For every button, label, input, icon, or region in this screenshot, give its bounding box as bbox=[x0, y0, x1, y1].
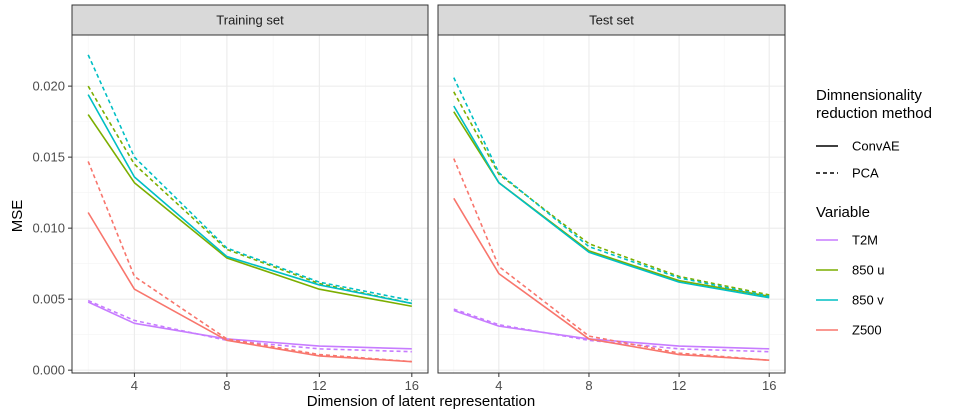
y-axis: 0.000 0.005 0.010 0.015 0.020 bbox=[32, 79, 72, 378]
x-axis-training-set: 4 8 12 16 bbox=[131, 373, 419, 393]
series-line-t2m-pca bbox=[453, 308, 770, 353]
facet-strip-training-set bbox=[71, 4, 429, 36]
x-tick-label: 8 bbox=[585, 378, 592, 393]
y-tick-label: 0.010 bbox=[32, 221, 65, 236]
y-tick-label: 0.000 bbox=[32, 363, 65, 378]
series-line-850-u-pca bbox=[87, 85, 412, 305]
series-line-z500-pca bbox=[87, 161, 412, 363]
series-line-z500-convae bbox=[453, 197, 770, 362]
series-line-850-v-convae bbox=[453, 105, 770, 299]
series-line-850-u-convae bbox=[453, 111, 770, 298]
series-line-850-v-pca bbox=[87, 54, 412, 302]
legend-method-title: reduction method bbox=[816, 105, 932, 122]
series-line-z500-pca bbox=[453, 158, 770, 362]
y-tick-label: 0.015 bbox=[32, 150, 65, 165]
series-line-t2m-pca bbox=[87, 299, 412, 353]
y-tick-label: 0.005 bbox=[32, 292, 65, 307]
x-axis-test-set: 4 8 12 16 bbox=[495, 373, 776, 393]
series-line-850-v-pca bbox=[453, 77, 770, 298]
series-line-z500-convae bbox=[87, 212, 412, 363]
x-axis-title: Dimension of latent representation bbox=[307, 393, 535, 410]
gridlines-test-set bbox=[438, 35, 785, 373]
legend-variable: Variable T2M 850 u 850 v Z500 bbox=[816, 204, 885, 338]
gridlines-training-set bbox=[72, 35, 428, 373]
facet-strip-test-set bbox=[437, 4, 786, 36]
series-line-850-u-convae bbox=[87, 114, 412, 308]
facet-label-test-set: Test set bbox=[589, 13, 634, 28]
x-tick-label: 4 bbox=[131, 378, 138, 393]
legend-label-850-u: 850 u bbox=[852, 263, 885, 278]
series-line-t2m-convae bbox=[87, 301, 412, 350]
panel-test-set: Test set 4 8 12 16 bbox=[437, 4, 786, 393]
legend-label-pca: PCA bbox=[852, 166, 879, 181]
x-tick-label: 16 bbox=[762, 378, 776, 393]
y-tick-label: 0.020 bbox=[32, 79, 65, 94]
series-lines-training-set bbox=[87, 54, 412, 363]
y-axis-title: MSE bbox=[9, 200, 26, 233]
legend-label-850-v: 850 v bbox=[852, 293, 884, 308]
series-lines-test-set bbox=[453, 77, 770, 362]
x-tick-label: 4 bbox=[495, 378, 502, 393]
legend-label-t2m: T2M bbox=[852, 233, 878, 248]
plot-area-test-set bbox=[438, 35, 785, 373]
x-tick-label: 8 bbox=[223, 378, 230, 393]
plot-area-training-set bbox=[72, 35, 428, 373]
legend-method-title: Dimnensionality bbox=[816, 87, 922, 104]
legend-variable-title: Variable bbox=[816, 204, 870, 221]
panel-border-test-set bbox=[437, 34, 786, 374]
legend-label-convae: ConvAE bbox=[852, 139, 900, 154]
panel-border-training-set bbox=[71, 34, 429, 374]
series-line-850-v-convae bbox=[87, 94, 412, 305]
legend-label-z500: Z500 bbox=[852, 323, 882, 338]
facet-label-training-set: Training set bbox=[216, 13, 284, 28]
x-tick-label: 16 bbox=[405, 378, 419, 393]
x-tick-label: 12 bbox=[672, 378, 686, 393]
x-tick-label: 12 bbox=[312, 378, 326, 393]
